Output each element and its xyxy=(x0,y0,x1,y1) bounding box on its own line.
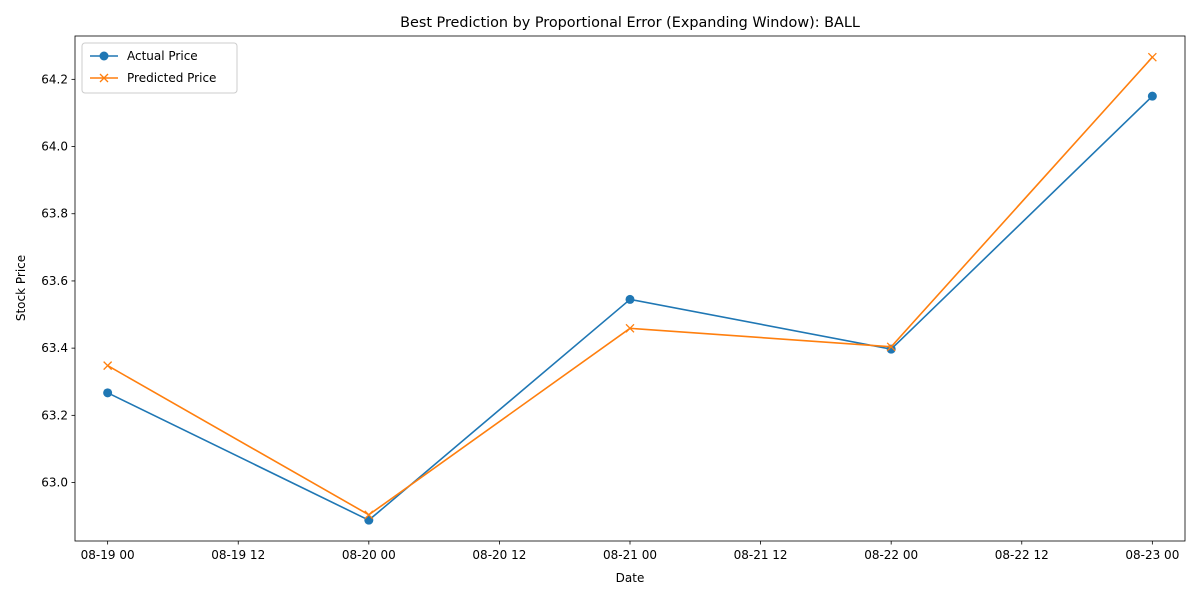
y-tick-label: 63.2 xyxy=(41,408,68,422)
x-tick-label: 08-23 00 xyxy=(1125,548,1179,562)
y-axis-label: Stock Price xyxy=(14,255,28,321)
predicted-price-line xyxy=(107,56,1153,516)
y-tick-label: 63.4 xyxy=(41,341,68,355)
legend-label: Actual Price xyxy=(127,49,198,63)
chart-title: Best Prediction by Proportional Error (E… xyxy=(400,15,860,31)
y-tick-label: 63.0 xyxy=(41,476,68,490)
x-axis-label: Date xyxy=(616,571,645,585)
actual-price-point xyxy=(625,294,635,304)
plot-frame xyxy=(74,35,1186,542)
x-tick-label: 08-21 12 xyxy=(734,548,788,562)
predicted-price-point xyxy=(1147,52,1157,62)
y-tick-label: 64.2 xyxy=(41,72,68,86)
x-tick-label: 08-19 00 xyxy=(81,548,135,562)
x-tick-label: 08-20 12 xyxy=(472,548,526,562)
legend-frame xyxy=(81,42,238,94)
legend-marker xyxy=(99,51,109,61)
y-tick-label: 63.6 xyxy=(41,274,68,288)
legend-label: Predicted Price xyxy=(127,71,216,85)
x-tick-label: 08-22 00 xyxy=(864,548,918,562)
actual-price-point xyxy=(1147,91,1157,101)
series-layer xyxy=(103,52,1157,525)
x-axis-ticks: 08-19 00 08-19 12 08-20 00 08-20 12 08-21 00… xyxy=(81,541,1179,562)
legend-marker xyxy=(99,73,109,83)
y-axis-ticks: 63.0 63.2 63.4 63.6 63.8 64.0 64.2 xyxy=(41,72,75,490)
predicted-price-point xyxy=(103,361,113,371)
x-tick-label: 08-21 00 xyxy=(603,548,657,562)
actual-price-line xyxy=(107,95,1153,522)
y-tick-label: 63.8 xyxy=(41,207,68,221)
legend-entry-actual-price: Actual Price xyxy=(90,49,198,63)
actual-price-point xyxy=(103,388,113,398)
y-tick-label: 64.0 xyxy=(41,140,68,154)
predicted-price-point xyxy=(364,510,374,520)
legend: Actual Price Predicted Price xyxy=(81,42,238,94)
x-tick-label: 08-22 12 xyxy=(995,548,1049,562)
x-tick-label: 08-20 00 xyxy=(342,548,396,562)
actual-price-point xyxy=(364,515,374,525)
predicted-price-point xyxy=(625,323,635,333)
legend-entry-predicted-price: Predicted Price xyxy=(90,71,216,85)
x-tick-label: 08-19 12 xyxy=(211,548,265,562)
predicted-price-point xyxy=(886,342,896,352)
